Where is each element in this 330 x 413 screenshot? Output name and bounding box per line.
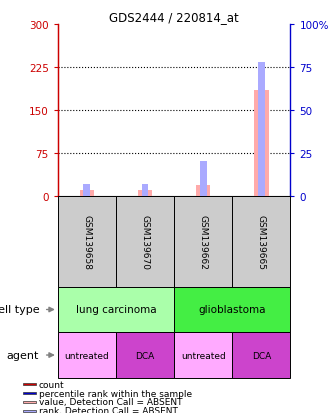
Bar [116,332,174,378]
Bar [174,287,290,332]
Text: percentile rank within the sample: percentile rank within the sample [39,389,192,398]
Bar [58,196,116,287]
Text: lung carcinoma: lung carcinoma [76,305,156,315]
Bar [138,190,152,196]
Bar [254,90,269,196]
Text: DCA: DCA [252,351,271,360]
Text: agent: agent [7,350,39,360]
Bar [23,410,36,412]
Text: DCA: DCA [135,351,155,360]
Bar [80,190,94,196]
Bar [232,196,290,287]
Text: count: count [39,380,64,389]
Bar [174,332,232,378]
Text: GSM139670: GSM139670 [141,214,149,269]
Bar [23,392,36,394]
Text: GSM139665: GSM139665 [257,214,266,269]
Bar [232,332,290,378]
Bar [58,287,174,332]
Title: GDS2444 / 220814_at: GDS2444 / 220814_at [109,11,239,24]
Bar [200,162,207,196]
Bar [258,62,265,196]
Text: cell type: cell type [0,305,39,315]
Text: GSM139658: GSM139658 [82,214,91,269]
Bar [83,184,90,196]
Text: GSM139662: GSM139662 [199,214,208,269]
Text: glioblastoma: glioblastoma [198,305,266,315]
Bar [142,184,148,196]
Bar [196,186,211,196]
Text: rank, Detection Call = ABSENT: rank, Detection Call = ABSENT [39,406,178,413]
Bar [23,383,36,385]
Text: value, Detection Call = ABSENT: value, Detection Call = ABSENT [39,397,182,406]
Bar [116,196,174,287]
Text: untreated: untreated [64,351,109,360]
Text: untreated: untreated [181,351,225,360]
Bar [174,196,232,287]
Bar [58,332,116,378]
Bar [23,401,36,403]
